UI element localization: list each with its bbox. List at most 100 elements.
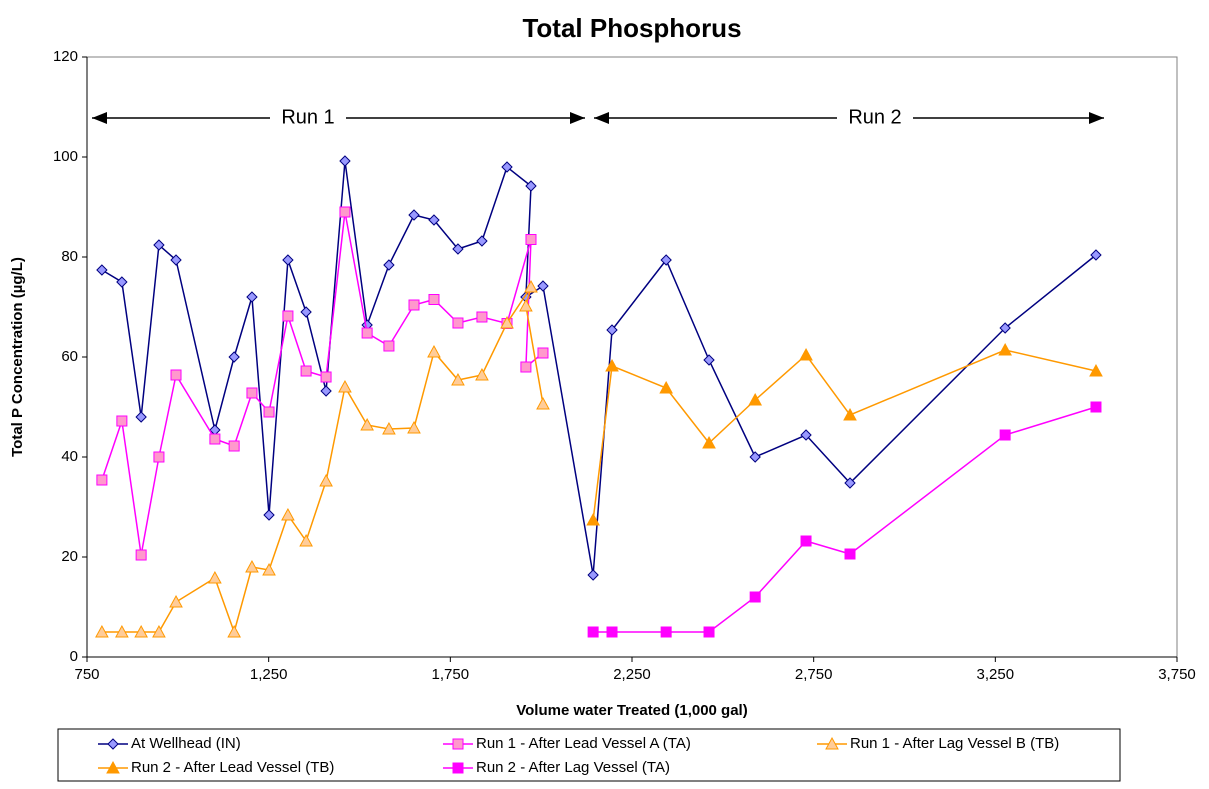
legend-label: Run 1 - After Lead Vessel A (TA) [476, 735, 691, 752]
marker [800, 429, 812, 441]
marker [281, 507, 295, 521]
marker [209, 433, 221, 445]
marker [263, 509, 275, 521]
marker [703, 354, 715, 366]
marker [452, 243, 464, 255]
marker [537, 280, 549, 292]
y-tick-label: 20 [61, 548, 78, 565]
legend-label: Run 2 - After Lag Vessel (TA) [476, 759, 670, 776]
marker [606, 324, 618, 336]
x-tick-label: 1,250 [250, 666, 288, 683]
marker [1090, 401, 1102, 413]
marker [524, 279, 538, 293]
marker [1090, 249, 1102, 261]
marker [135, 411, 147, 423]
marker [587, 569, 599, 581]
marker [116, 276, 128, 288]
marker [246, 291, 258, 303]
marker [170, 254, 182, 266]
marker [428, 214, 440, 226]
marker [360, 417, 374, 431]
marker [382, 421, 396, 435]
marker [999, 322, 1011, 334]
marker [998, 342, 1012, 356]
y-tick-label: 120 [53, 48, 78, 65]
x-tick-label: 2,250 [613, 666, 651, 683]
marker [115, 624, 129, 638]
x-tick-label: 3,250 [977, 666, 1015, 683]
marker [282, 254, 294, 266]
marker [338, 379, 352, 393]
marker [228, 440, 240, 452]
y-axis-label: Total P Concentration (µg/L) [9, 257, 26, 457]
marker [452, 738, 464, 750]
marker [106, 760, 120, 774]
marker [263, 406, 275, 418]
marker [500, 315, 514, 329]
marker [428, 294, 440, 305]
y-tick-label: 0 [70, 648, 78, 665]
y-tick-label: 80 [61, 248, 78, 265]
marker [153, 239, 165, 251]
marker [451, 372, 465, 386]
marker [96, 264, 108, 276]
x-axis-label: Volume water Treated (1,000 gal) [516, 702, 747, 719]
marker [134, 624, 148, 638]
marker [525, 234, 537, 245]
marker [135, 549, 147, 561]
marker [825, 736, 839, 750]
marker [519, 298, 533, 312]
y-tick-label: 100 [53, 148, 78, 165]
marker [587, 626, 599, 638]
marker [245, 559, 259, 573]
marker [319, 473, 333, 487]
marker [262, 562, 276, 576]
marker [844, 477, 856, 489]
marker [660, 254, 672, 266]
marker [537, 347, 549, 359]
marker [361, 327, 373, 339]
marker [96, 474, 108, 486]
series-line [101, 160, 1097, 576]
marker [339, 206, 351, 218]
annotation: Run 1 [281, 106, 334, 128]
marker [749, 451, 761, 463]
marker [476, 311, 488, 323]
marker [452, 762, 464, 774]
marker [703, 626, 715, 638]
marker [501, 161, 513, 173]
marker [520, 361, 532, 373]
marker [208, 570, 222, 584]
legend-label: At Wellhead (IN) [131, 735, 241, 752]
marker [702, 435, 716, 449]
marker [95, 624, 109, 638]
marker [586, 512, 600, 526]
x-tick-label: 3,750 [1158, 666, 1196, 683]
y-tick-label: 60 [61, 348, 78, 365]
marker [408, 299, 420, 311]
marker [476, 235, 488, 247]
marker [659, 380, 673, 394]
marker [153, 451, 165, 463]
marker [999, 429, 1011, 441]
y-tick-label: 40 [61, 448, 78, 465]
marker [605, 358, 619, 372]
legend-box [57, 728, 1121, 782]
marker [525, 180, 537, 192]
marker [748, 392, 763, 406]
x-tick-label: 2,750 [795, 666, 833, 683]
marker [475, 367, 489, 381]
marker [407, 420, 421, 434]
marker [606, 626, 618, 638]
marker [749, 591, 761, 603]
marker [300, 306, 312, 318]
marker [228, 351, 240, 363]
marker [1089, 363, 1103, 377]
marker [169, 594, 183, 608]
marker [339, 155, 351, 167]
x-tick-label: 1,750 [432, 666, 470, 683]
marker [660, 626, 672, 638]
marker [320, 371, 332, 383]
marker [227, 624, 241, 638]
